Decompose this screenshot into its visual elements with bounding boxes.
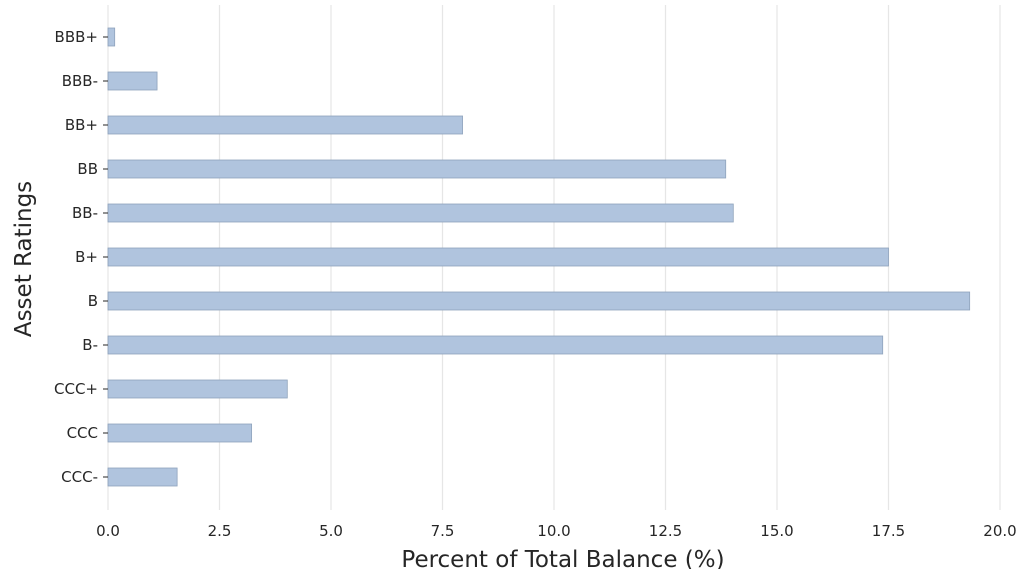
x-tick-label: 12.5: [649, 522, 682, 540]
x-tick-label: 0.0: [96, 522, 120, 540]
y-tick-label: CCC: [67, 424, 98, 442]
bar-BBB-: [107, 71, 158, 91]
bar-B: [107, 291, 971, 311]
bar-CCC-: [107, 467, 178, 487]
bar-BB: [107, 159, 727, 179]
bar-B-: [107, 335, 884, 355]
x-tick-label: 20.0: [983, 522, 1016, 540]
y-tick-label: B-: [82, 336, 98, 354]
y-tick-label: B: [88, 292, 98, 310]
x-tick-labels: 0.0 2.5 5.0 7.5 10.0 12.5 15.0 17.5 20.0: [96, 522, 1017, 540]
bar-B+: [107, 247, 889, 267]
x-tick-label: 10.0: [537, 522, 570, 540]
x-tick-label: 7.5: [431, 522, 455, 540]
x-tick-label: 2.5: [208, 522, 232, 540]
y-tick-label: BB: [77, 160, 98, 178]
bar-CCC: [107, 423, 253, 443]
y-tick-label: BB+: [65, 116, 98, 134]
bar-BB+: [107, 115, 463, 135]
x-axis-label: Percent of Total Balance (%): [401, 547, 724, 569]
y-tick-label: BBB+: [55, 28, 98, 46]
y-tick-label: B+: [75, 248, 98, 266]
x-tick-label: 15.0: [760, 522, 793, 540]
y-tick-label: BBB-: [62, 72, 98, 90]
y-tick-label: CCC+: [54, 380, 98, 398]
y-tick-label: BB-: [72, 204, 98, 222]
bars: [107, 27, 971, 487]
bar-BB-: [107, 203, 734, 223]
bar-BBB+: [107, 27, 116, 47]
y-tick-label: CCC-: [61, 468, 98, 486]
x-tick-label: 5.0: [319, 522, 343, 540]
x-tick-label: 17.5: [872, 522, 905, 540]
y-axis-label: Asset Ratings: [11, 181, 37, 337]
bar-CCC+: [107, 379, 288, 399]
